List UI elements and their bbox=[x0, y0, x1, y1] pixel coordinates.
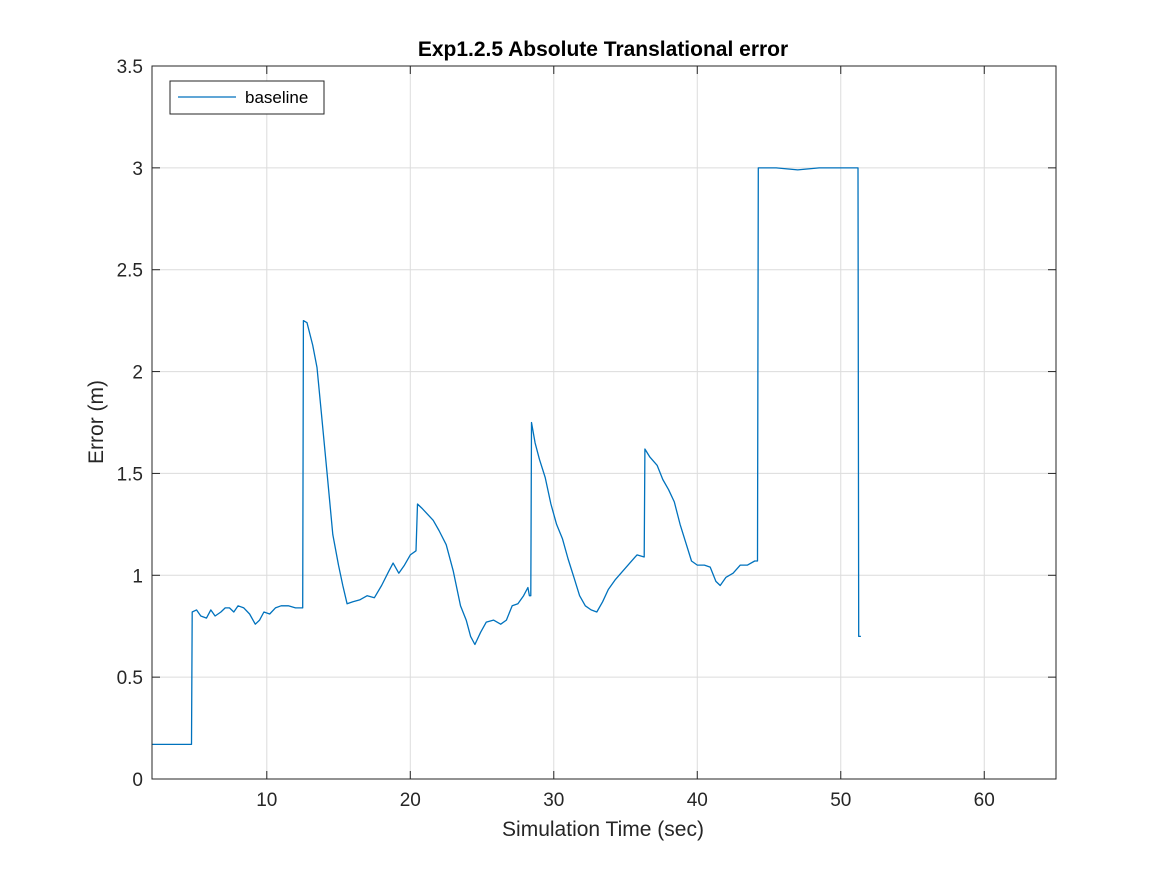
x-axis-label: Simulation Time (sec) bbox=[502, 818, 704, 841]
plot-line-group bbox=[152, 167, 861, 746]
legend: baseline bbox=[169, 80, 325, 115]
x-tick-label: 40 bbox=[687, 790, 708, 811]
legend-label-baseline: baseline bbox=[245, 88, 308, 107]
y-tick-label: 1.5 bbox=[117, 464, 143, 485]
y-tick-label: 0.5 bbox=[117, 668, 143, 689]
y-tick-label: 3.5 bbox=[117, 57, 143, 78]
x-tick-label: 20 bbox=[400, 790, 421, 811]
y-tick-label: 2.5 bbox=[117, 261, 143, 282]
x-tick-label: 50 bbox=[830, 790, 851, 811]
x-tick-label: 60 bbox=[974, 790, 995, 811]
series-line-baseline bbox=[152, 167, 861, 746]
y-tick-label: 1 bbox=[132, 566, 143, 587]
y-tick-label: 0 bbox=[132, 770, 143, 791]
x-tick-label: 30 bbox=[543, 790, 564, 811]
axes-box bbox=[151, 65, 1057, 780]
y-axis-label: Error (m) bbox=[85, 380, 108, 464]
x-tick-label: 10 bbox=[256, 790, 277, 811]
y-tick-label: 2 bbox=[132, 363, 143, 384]
y-tick-label: 3 bbox=[132, 159, 143, 180]
chart-title: Exp1.2.5 Absolute Translational error bbox=[418, 38, 788, 61]
axis-ticks: 10 20 30 40 50 60 0 0.5 1 1.5 2 2.5 3 3.5 bbox=[117, 57, 1056, 811]
